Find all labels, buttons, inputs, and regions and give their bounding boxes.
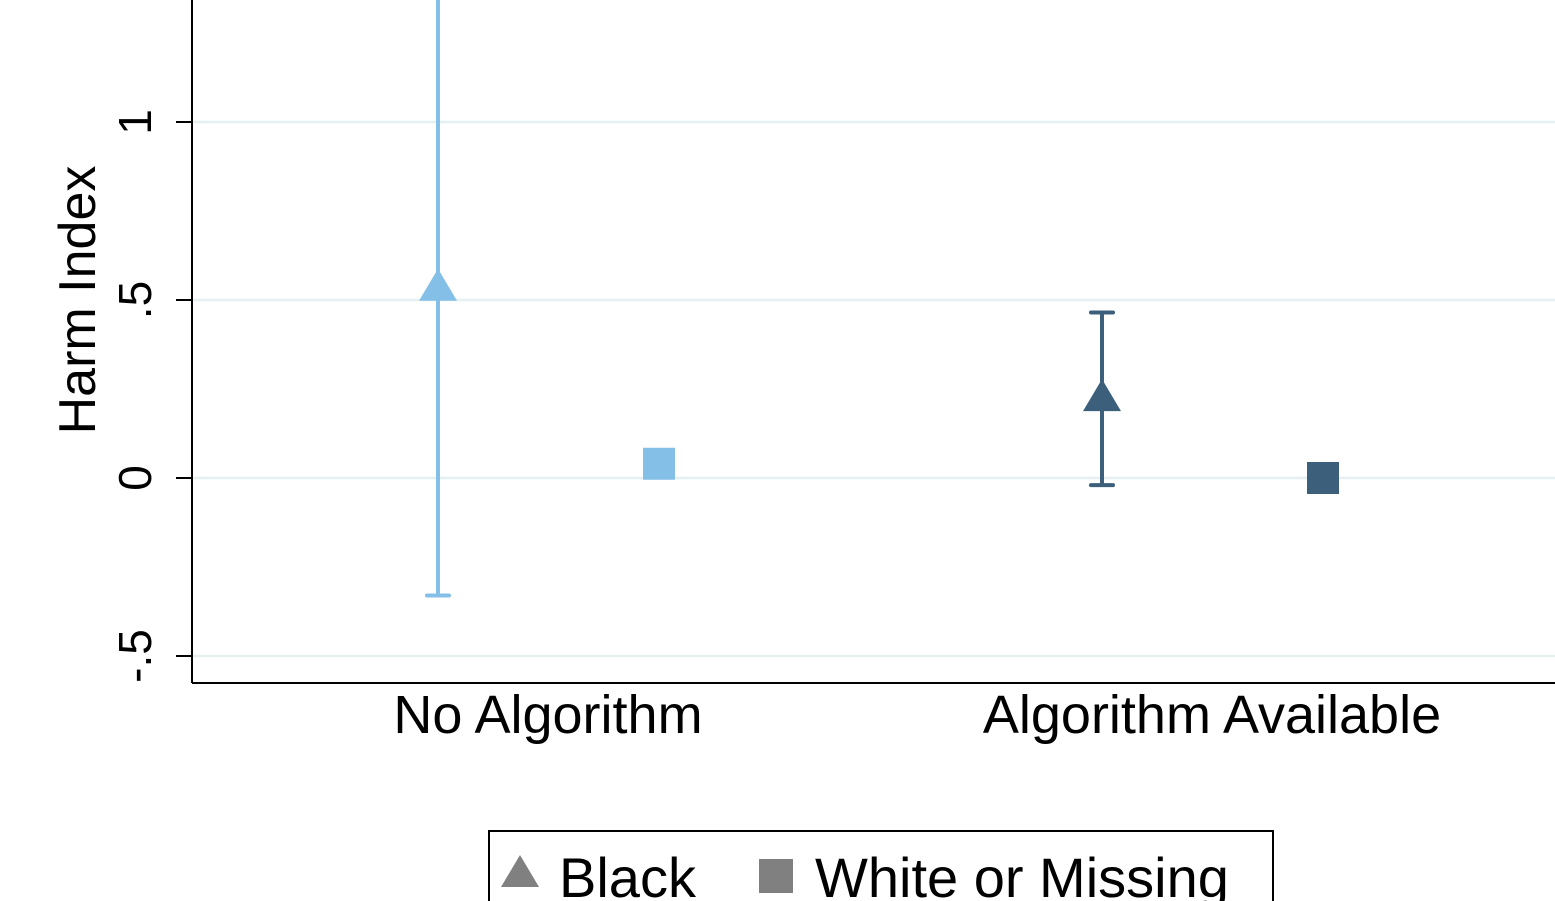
category-labels: No Algorithm Algorithm Available bbox=[393, 685, 1441, 745]
y-tick-label: 1 bbox=[109, 109, 161, 135]
y-axis-title: Harm Index bbox=[49, 166, 107, 435]
point-triangle bbox=[1083, 379, 1121, 412]
legend-triangle-icon bbox=[501, 855, 539, 887]
point-square bbox=[1307, 462, 1339, 494]
gridlines bbox=[193, 120, 1555, 658]
legend: Black White or Missing bbox=[488, 830, 1274, 901]
y-axis: -.5 0 .5 1 bbox=[109, 0, 193, 683]
category-label: Algorithm Available bbox=[983, 685, 1441, 745]
legend-square-icon bbox=[759, 859, 793, 893]
legend-label: Black bbox=[559, 846, 697, 901]
y-tick-label: 0 bbox=[109, 465, 161, 491]
y-tick-label: .5 bbox=[109, 281, 161, 319]
point-square bbox=[643, 447, 675, 480]
data-marks bbox=[419, 0, 1339, 598]
category-label: No Algorithm bbox=[393, 685, 702, 745]
legend-box bbox=[488, 830, 1274, 901]
point-triangle bbox=[419, 268, 457, 301]
y-tick-label: -.5 bbox=[109, 629, 161, 683]
legend-label: White or Missing bbox=[815, 846, 1229, 901]
